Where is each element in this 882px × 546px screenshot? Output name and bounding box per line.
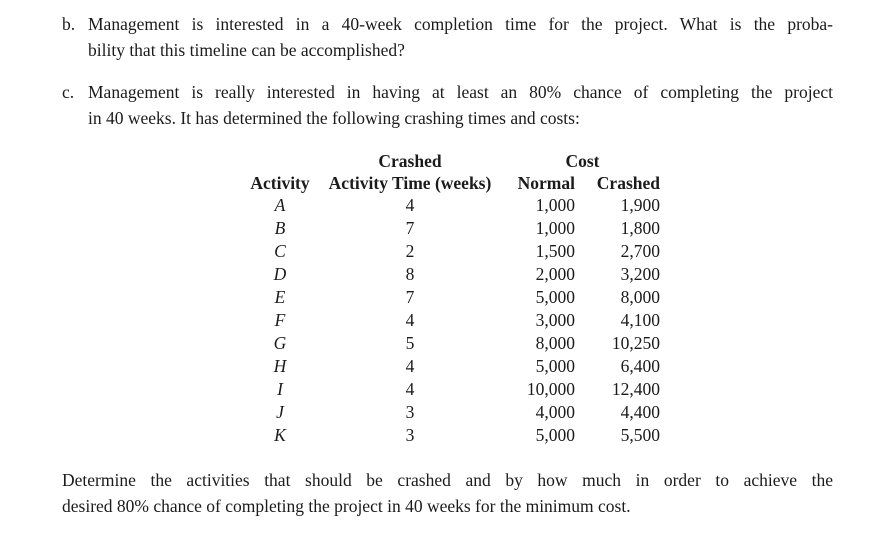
closing-paragraph-text: Determine the activities that should be … — [62, 468, 833, 519]
table-row: E 7 5,000 8,000 — [245, 286, 660, 309]
normal-cost-cell: 3,000 — [535, 310, 575, 330]
crashed-cost-cell: 3,200 — [620, 264, 660, 284]
activity-cell: F — [274, 310, 286, 330]
crashing-costs-table: Crashed Cost Activity Activity Time (wee… — [245, 150, 660, 447]
crashed-cost-cell: 4,400 — [620, 402, 660, 422]
column-header-normal: Normal — [517, 173, 575, 193]
table-row: B 7 1,000 1,800 — [245, 217, 660, 240]
activity-cell: J — [276, 402, 284, 422]
normal-cost-cell: 4,000 — [535, 402, 575, 422]
paragraph-c-text: Management is really interested in havin… — [88, 80, 833, 131]
activity-cell: D — [273, 264, 287, 284]
column-header-activity-time: Activity Time (weeks) — [328, 173, 492, 193]
column-header-crashed: Crashed — [596, 173, 660, 193]
table-row: G 5 8,000 10,250 — [245, 332, 660, 355]
crashed-cost-cell: 10,250 — [611, 333, 660, 353]
table-row: I 4 10,000 12,400 — [245, 378, 660, 401]
table-body: A 4 1,000 1,900 B 7 1,000 1,800 C 2 1,500 2,700 D 8 2,… — [245, 194, 660, 447]
normal-cost-cell: 1,500 — [535, 241, 575, 261]
crashed-time-cell: 4 — [405, 356, 415, 376]
table-column-header-row: Activity Activity Time (weeks) Normal Cr… — [245, 172, 660, 194]
table-row: A 4 1,000 1,900 — [245, 194, 660, 217]
group-header-crashed: Crashed — [378, 151, 442, 171]
normal-cost-cell: 1,000 — [535, 218, 575, 238]
crashed-cost-cell: 6,400 — [620, 356, 660, 376]
activity-cell: I — [277, 379, 283, 399]
activity-cell: A — [274, 195, 286, 215]
group-header-cost: Cost — [565, 151, 600, 171]
paragraph-b-text: Management is interested in a 40-week co… — [88, 12, 833, 63]
normal-cost-cell: 5,000 — [535, 356, 575, 376]
crashed-cost-cell: 1,900 — [620, 195, 660, 215]
paragraph-b-label: b. — [62, 14, 76, 34]
table-row: D 8 2,000 3,200 — [245, 263, 660, 286]
normal-cost-cell: 8,000 — [535, 333, 575, 353]
activity-cell: C — [274, 241, 286, 261]
crashed-time-cell: 4 — [405, 195, 415, 215]
paragraph-c-line-2: in 40 weeks. It has determined the follo… — [88, 107, 580, 128]
closing-line-2: desired 80% chance of completing the pro… — [62, 495, 631, 516]
crashed-cost-cell: 8,000 — [620, 287, 660, 307]
activity-cell: B — [274, 218, 286, 238]
crashed-cost-cell: 4,100 — [620, 310, 660, 330]
crashed-time-cell: 5 — [405, 333, 415, 353]
activity-cell: K — [274, 425, 286, 445]
normal-cost-cell: 1,000 — [535, 195, 575, 215]
paragraph-b-line-1: Management is interested in a 40-week co… — [88, 14, 833, 34]
normal-cost-cell: 5,000 — [535, 425, 575, 445]
crashed-time-cell: 3 — [405, 402, 415, 422]
crashed-time-cell: 2 — [405, 241, 415, 261]
group-header-spacer — [245, 150, 315, 172]
table-header: Crashed Cost Activity Activity Time (wee… — [245, 150, 660, 194]
crashed-cost-cell: 12,400 — [611, 379, 660, 399]
crashed-cost-cell: 2,700 — [620, 241, 660, 261]
normal-cost-cell: 2,000 — [535, 264, 575, 284]
paragraph-c: c. Management is really interested in ha… — [62, 80, 833, 131]
table-row: K 3 5,000 5,500 — [245, 424, 660, 447]
activity-cell: H — [273, 356, 287, 376]
paragraph-c-label: c. — [62, 82, 75, 102]
crashed-cost-cell: 1,800 — [620, 218, 660, 238]
activity-cell: G — [273, 333, 287, 353]
crashed-time-cell: 4 — [405, 379, 415, 399]
table-row: C 2 1,500 2,700 — [245, 240, 660, 263]
paragraph-b-line-2: bility that this timeline can be accompl… — [88, 39, 405, 60]
crashed-time-cell: 7 — [405, 287, 415, 307]
normal-cost-cell: 10,000 — [526, 379, 575, 399]
table-row: H 4 5,000 6,400 — [245, 355, 660, 378]
normal-cost-cell: 5,000 — [535, 287, 575, 307]
table-group-header-row: Crashed Cost — [245, 150, 660, 172]
crashed-time-cell: 8 — [405, 264, 415, 284]
closing-line-1: Determine the activities that should be … — [62, 470, 833, 490]
paragraph-c-line-1: Management is really interested in havin… — [88, 82, 833, 102]
table-row: F 4 3,000 4,100 — [245, 309, 660, 332]
crashed-cost-cell: 5,500 — [620, 425, 660, 445]
crashed-time-cell: 4 — [405, 310, 415, 330]
column-header-activity: Activity — [250, 173, 310, 193]
activity-cell: E — [274, 287, 286, 307]
crashed-time-cell: 7 — [405, 218, 415, 238]
crashed-time-cell: 3 — [405, 425, 415, 445]
paragraph-b: b. Management is interested in a 40-week… — [62, 12, 833, 63]
closing-paragraph: Determine the activities that should be … — [62, 468, 833, 519]
table-row: J 3 4,000 4,400 — [245, 401, 660, 424]
